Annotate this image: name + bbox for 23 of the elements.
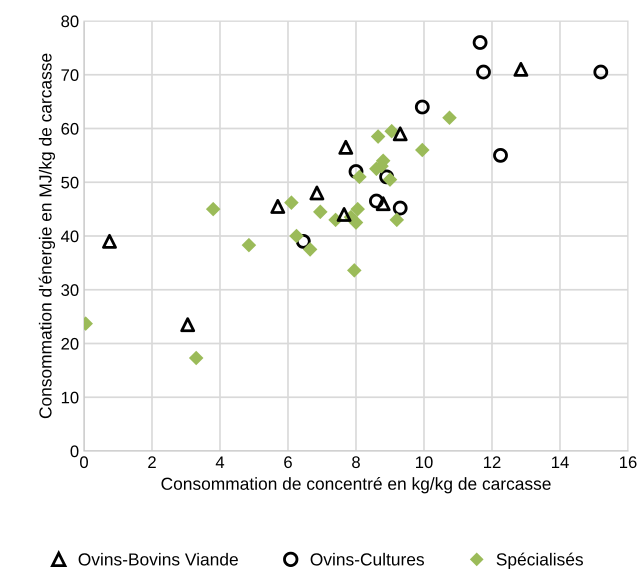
x-tick-label: 8 <box>352 456 360 468</box>
x-tick-label: 10 <box>416 456 433 468</box>
x-tick-label: 4 <box>216 456 224 468</box>
x-tick-label: 6 <box>284 456 292 468</box>
y-tick-label: 60 <box>61 122 78 135</box>
x-tick-label: 16 <box>620 456 637 468</box>
legend-label: Spécialisés <box>496 552 583 570</box>
y-tick-label: 20 <box>61 338 78 350</box>
legend-label: Ovins-Cultures <box>310 552 424 566</box>
legend-label: Ovins-Bovins Viande <box>78 552 238 566</box>
x-tick-label: 14 <box>552 456 569 468</box>
y-axis-title: Consommation d'énergie en MJ/kg de carcasse <box>38 54 56 418</box>
y-tick-label: 40 <box>60 230 78 242</box>
x-tick-label: 0 <box>80 456 88 468</box>
y-tick-label: 0 <box>70 445 78 458</box>
y-tick-label: 10 <box>62 392 78 404</box>
x-tick-label: 12 <box>484 456 500 468</box>
y-tick-label: 80 <box>61 15 78 28</box>
y-tick-label: 70 <box>61 69 78 81</box>
y-tick-label: 30 <box>61 284 78 296</box>
y-tick-label: 50 <box>61 176 78 188</box>
x-axis-title: Consommation de concentré en kg/kg de carcasse <box>161 476 551 494</box>
x-tick-label: 2 <box>148 456 156 468</box>
